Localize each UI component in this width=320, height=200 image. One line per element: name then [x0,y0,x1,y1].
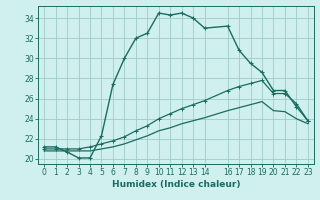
X-axis label: Humidex (Indice chaleur): Humidex (Indice chaleur) [112,180,240,189]
